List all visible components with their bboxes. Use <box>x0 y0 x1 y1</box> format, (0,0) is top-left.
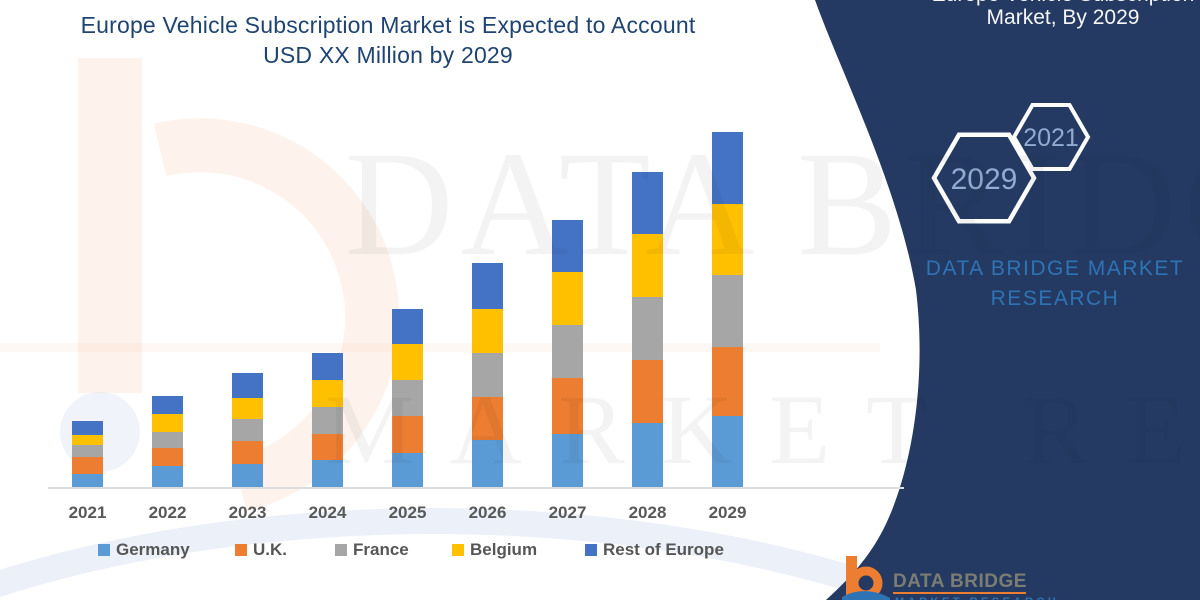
bar-2025-u-k- <box>392 416 423 453</box>
bar-2024-france <box>312 407 343 434</box>
logo-underline <box>893 592 1026 594</box>
bar-2026-rest-of-europe <box>472 263 503 309</box>
bar-2023-rest-of-europe <box>232 373 263 398</box>
data-bridge-logo-icon <box>842 556 890 600</box>
brand-name-line1: DATA BRIDGE MARKET <box>925 257 1185 280</box>
legend-swatch-icon <box>585 544 597 556</box>
legend-swatch-icon <box>335 544 347 556</box>
bar-2024-rest-of-europe <box>312 353 343 380</box>
bar-2028-germany <box>632 423 663 487</box>
logo-subtitle: MARKET RESEARCH <box>895 596 1135 600</box>
legend-item-u-k-: U.K. <box>235 540 287 560</box>
bar-2022-france <box>152 432 183 448</box>
hexagon-2021-badge <box>1011 103 1091 171</box>
bar-2021-france <box>72 445 103 457</box>
x-axis-label-2023: 2023 <box>228 503 267 522</box>
bar-2023-germany <box>232 464 263 487</box>
bar-2023-france <box>232 419 263 441</box>
x-axis-label-2025: 2025 <box>388 503 427 522</box>
legend-item-rest-of-europe: Rest of Europe <box>585 540 724 560</box>
bar-2023-u-k- <box>232 441 263 464</box>
bar-2027-france <box>552 325 583 378</box>
legend-item-germany: Germany <box>98 540 190 560</box>
x-axis-label-2029: 2029 <box>708 503 747 522</box>
legend-label: Rest of Europe <box>603 540 724 559</box>
bar-2028-france <box>632 297 663 360</box>
bar-2026-france <box>472 353 503 397</box>
legend-item-france: France <box>335 540 409 560</box>
logo-title: DATA BRIDGE <box>893 571 1027 592</box>
bar-2029-germany <box>712 416 743 487</box>
hexagon-2029-badge <box>931 132 1037 224</box>
bar-2021-belgium <box>72 435 103 445</box>
bar-2028-rest-of-europe <box>632 172 663 234</box>
brand-name-line2: RESEARCH <box>990 287 1120 310</box>
bar-2022-belgium <box>152 414 183 432</box>
bar-2024-u-k- <box>312 434 343 460</box>
chart-title: Europe Vehicle Subscription Market is Ex… <box>58 10 718 70</box>
bar-2027-u-k- <box>552 378 583 434</box>
x-axis-label-2027: 2027 <box>548 503 587 522</box>
legend-swatch-icon <box>235 544 247 556</box>
bar-2025-belgium <box>392 344 423 380</box>
bar-2022-u-k- <box>152 448 183 466</box>
right-title-partial-line: Europe Vehicle Subscription <box>930 0 1196 8</box>
bar-2026-germany <box>472 440 503 487</box>
x-axis-baseline <box>48 487 904 489</box>
brand-name: DATA BRIDGE MARKET RESEARCH <box>900 254 1200 314</box>
bar-2024-belgium <box>312 380 343 407</box>
bar-2024-germany <box>312 460 343 487</box>
x-axis-label-2022: 2022 <box>148 503 187 522</box>
bar-2025-germany <box>392 453 423 487</box>
bar-2022-rest-of-europe <box>152 396 183 414</box>
x-axis-label-2028: 2028 <box>628 503 667 522</box>
bar-2029-rest-of-europe <box>712 132 743 204</box>
bar-2025-rest-of-europe <box>392 309 423 344</box>
x-axis-label-2021: 2021 <box>68 503 107 522</box>
bar-2027-rest-of-europe <box>552 220 583 272</box>
legend-label: U.K. <box>253 540 287 559</box>
legend-label: Belgium <box>470 540 538 559</box>
legend-swatch-icon <box>452 544 464 556</box>
legend-label: France <box>353 540 409 559</box>
right-title: Market, By 2029 <box>986 6 1140 29</box>
bar-2027-belgium <box>552 272 583 325</box>
legend-label: Germany <box>116 540 190 559</box>
hexagon-badges: 2029 2021 <box>931 103 1091 224</box>
x-axis-label-2024: 2024 <box>308 503 347 522</box>
bar-2023-belgium <box>232 398 263 419</box>
legend-swatch-icon <box>98 544 110 556</box>
plot-area: 2021 2022 2023 2024 2025 2026 2027 2028 2029 <box>68 132 747 522</box>
bar-2022-germany <box>152 466 183 487</box>
hexagon-2021-label: 2021 <box>1023 124 1079 152</box>
chart-title-line1: Europe Vehicle Subscription Market is Ex… <box>80 12 696 38</box>
bar-2025-france <box>392 380 423 416</box>
chart-title-line2: USD XX Million by 2029 <box>263 42 513 68</box>
bar-2029-france <box>712 275 743 347</box>
bar-2021-germany <box>72 474 103 487</box>
bar-2026-u-k- <box>472 397 503 440</box>
bar-2029-belgium <box>712 204 743 275</box>
hexagon-2029-label: 2029 <box>951 163 1018 196</box>
bar-2021-u-k- <box>72 457 103 474</box>
legend-item-belgium: Belgium <box>452 540 537 560</box>
bar-2027-germany <box>552 434 583 487</box>
bar-2026-belgium <box>472 309 503 353</box>
bar-2028-belgium <box>632 234 663 297</box>
x-axis-label-2026: 2026 <box>468 503 507 522</box>
bar-2029-u-k- <box>712 347 743 416</box>
bar-2021-rest-of-europe <box>72 421 103 435</box>
bar-2028-u-k- <box>632 360 663 423</box>
